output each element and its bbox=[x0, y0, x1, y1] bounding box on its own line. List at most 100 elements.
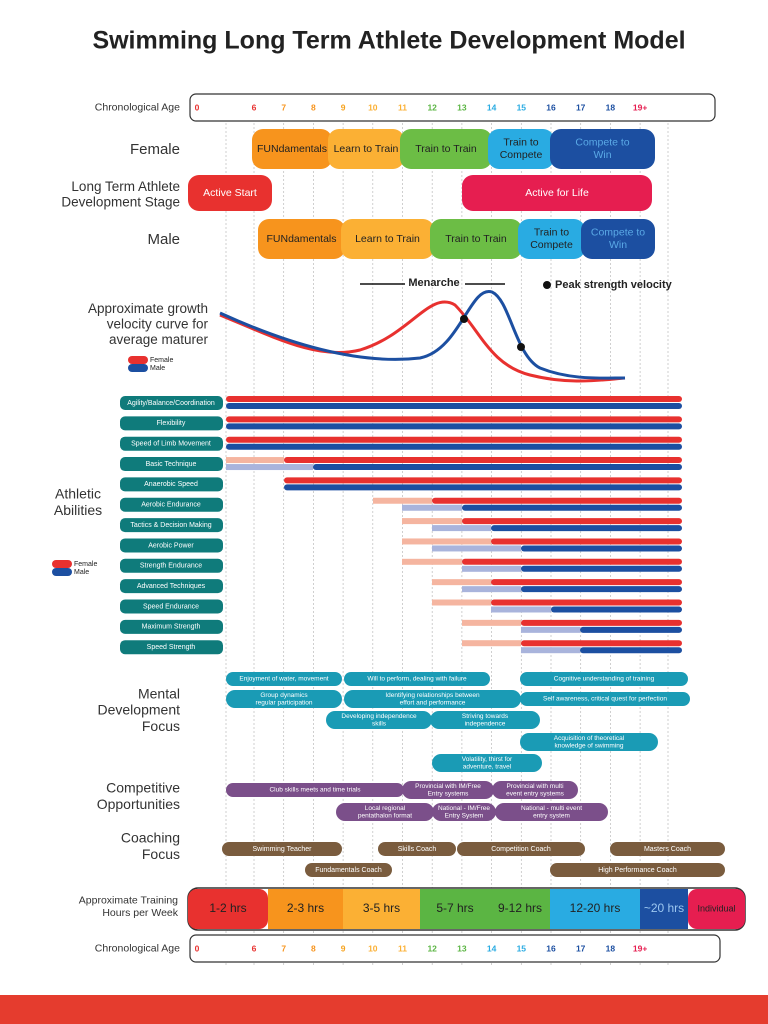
age-label: 16 bbox=[546, 102, 556, 112]
row-label: Focus bbox=[142, 718, 180, 734]
stage-label: Train to Train bbox=[415, 143, 477, 155]
ability-label: Speed Endurance bbox=[143, 603, 199, 610]
pill-label: National - IM/Free bbox=[438, 805, 490, 812]
male-bar bbox=[226, 423, 682, 430]
stage-label: Compete to bbox=[575, 137, 629, 149]
ability-pill bbox=[120, 436, 223, 451]
ability-pill bbox=[120, 538, 223, 553]
ability-label: Advanced Techniques bbox=[137, 583, 206, 590]
ability-label: Tactics & Decision Making bbox=[130, 522, 211, 529]
faded-bar bbox=[226, 457, 284, 464]
row-label: Development bbox=[98, 702, 181, 718]
stage bbox=[258, 219, 345, 259]
hours-label: 3-5 hrs bbox=[363, 901, 400, 915]
age-label: 6 bbox=[252, 102, 257, 112]
faded-bar bbox=[432, 525, 491, 532]
faded-bar bbox=[373, 497, 432, 504]
hours-segment bbox=[420, 889, 490, 929]
pill-label: Provincial with IM/Free bbox=[415, 783, 481, 790]
hours-label: 5-7 hrs bbox=[436, 901, 473, 915]
age-label: 17 bbox=[576, 102, 586, 112]
row-label: Hours per Week bbox=[102, 907, 178, 919]
ability-label: Speed Strength bbox=[147, 644, 196, 651]
dot bbox=[543, 281, 551, 289]
ability-label: Agility/Balance/Coordination bbox=[127, 400, 215, 407]
hours-label: 9-12 hrs bbox=[498, 901, 542, 915]
age-row bbox=[189, 934, 721, 963]
male-bar bbox=[521, 565, 682, 572]
female-bar bbox=[491, 599, 682, 606]
stage-label: Train to bbox=[534, 227, 569, 239]
stage-label: Compete to bbox=[591, 227, 645, 239]
age-label: 9 bbox=[341, 102, 346, 112]
pill bbox=[226, 690, 342, 708]
hours-label: 1-2 hrs bbox=[209, 901, 246, 915]
legend-swatch bbox=[128, 356, 148, 364]
pill-label: Will to perform, dealing with failure bbox=[367, 676, 467, 683]
pill bbox=[550, 863, 725, 877]
pill bbox=[326, 711, 432, 729]
pill-label: Group dynamics bbox=[260, 692, 308, 699]
age-label: 9 bbox=[341, 943, 346, 953]
pill-label: regular participation bbox=[255, 699, 312, 706]
age-label: 14 bbox=[487, 102, 497, 112]
age-label: 15 bbox=[517, 943, 527, 953]
row-label: Chronological Age bbox=[95, 101, 180, 113]
ability-pill bbox=[120, 518, 223, 533]
age-label: 16 bbox=[546, 943, 556, 953]
male-bar bbox=[284, 484, 682, 491]
female-bar bbox=[491, 579, 682, 586]
female-bar bbox=[226, 416, 682, 423]
age-label: 10 bbox=[368, 943, 378, 953]
pill-label: Masters Coach bbox=[644, 846, 691, 853]
pill-label: effort and performance bbox=[400, 699, 466, 706]
stage bbox=[518, 219, 585, 259]
legend-label: Male bbox=[150, 365, 165, 372]
stage-label: Train to Train bbox=[445, 233, 507, 245]
row-label: Approximate Training bbox=[79, 895, 178, 907]
age-label: 10 bbox=[368, 102, 378, 112]
female-bar bbox=[521, 619, 682, 626]
age-row bbox=[189, 93, 716, 122]
stage-label: Compete bbox=[500, 149, 543, 161]
stage bbox=[188, 175, 272, 211]
pill-label: skills bbox=[372, 720, 387, 727]
pill-label: Identifying relationships between bbox=[385, 692, 480, 699]
pill-label: Entry System bbox=[445, 812, 484, 819]
pill-label: Skills Coach bbox=[398, 846, 437, 853]
row-label: Development Stage bbox=[61, 194, 180, 209]
faded-bar bbox=[521, 626, 580, 633]
female-bar bbox=[521, 640, 682, 647]
ability-pill bbox=[120, 416, 223, 431]
stage-label: Active Start bbox=[203, 187, 257, 199]
pill-label: knowledge of swimming bbox=[554, 742, 623, 749]
pill-label: Cognitive understanding of training bbox=[554, 676, 655, 683]
female-bar bbox=[491, 538, 682, 545]
age-label: 18 bbox=[606, 102, 616, 112]
male-bar bbox=[521, 586, 682, 593]
ability-label: Aerobic Endurance bbox=[141, 502, 201, 509]
pill bbox=[520, 692, 690, 706]
pill bbox=[378, 842, 456, 856]
stage bbox=[341, 219, 434, 259]
row-label: Opportunities bbox=[97, 796, 180, 812]
pill-label: adventure, travel bbox=[463, 763, 512, 770]
ability-label: Speed of Limb Movement bbox=[131, 441, 211, 448]
female-bar bbox=[226, 396, 682, 402]
pill bbox=[344, 672, 490, 686]
stage bbox=[488, 129, 554, 169]
pill bbox=[344, 690, 521, 708]
footer-band bbox=[0, 995, 768, 1024]
pill-label: event entry systems bbox=[506, 790, 565, 797]
pill bbox=[457, 842, 585, 856]
age-label: 7 bbox=[281, 943, 286, 953]
pill-label: Provincial with multi bbox=[506, 783, 563, 790]
pill bbox=[430, 711, 540, 729]
stage-label: FUNdamentals bbox=[257, 143, 327, 155]
faded-bar bbox=[402, 504, 462, 511]
faded-bar bbox=[402, 538, 491, 545]
faded-bar bbox=[462, 640, 521, 647]
ability-label: Flexibility bbox=[157, 420, 186, 427]
row-label: Female bbox=[130, 141, 180, 158]
